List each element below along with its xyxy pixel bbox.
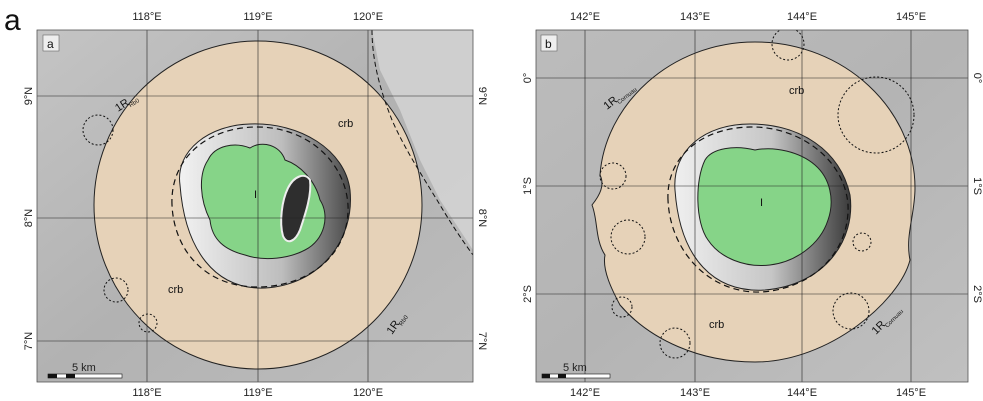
scale-bar: 5 km	[541, 362, 611, 379]
small-crater	[659, 327, 691, 359]
panel-letter: b	[545, 37, 552, 51]
lon-label: 118°E	[132, 11, 161, 23]
scale-bar: 5 km	[47, 362, 123, 379]
lon-label: 120°E	[353, 11, 383, 23]
small-crater	[832, 292, 870, 330]
unit-label: crb	[789, 85, 804, 97]
lat-label: 2°S	[971, 285, 983, 303]
panel-frame	[535, 29, 969, 383]
panel-letter: a	[47, 37, 54, 51]
unit-label: I	[760, 197, 763, 209]
small-crater	[611, 296, 633, 318]
lon-label: 119°E	[243, 387, 272, 399]
small-crater	[103, 277, 129, 303]
lon-label: 142°E	[570, 11, 600, 23]
small-crater	[771, 30, 805, 61]
lon-label: 145°E	[896, 11, 926, 23]
unit-label: crb	[338, 118, 353, 130]
lon-label: 144°E	[787, 11, 817, 23]
panel-b: b 142°E 143°E 144°E 145°E 142°E 143°E 14…	[522, 11, 983, 399]
scarp-line	[371, 30, 473, 256]
panel-a: a 118°E 119°E 120°E 118°E 119°E 120°E 9°…	[23, 11, 488, 399]
small-crater	[837, 76, 915, 154]
lat-label: 2°S	[522, 285, 534, 303]
lat-label: 8°N	[23, 209, 35, 228]
svg-text:Rb0: Rb0	[128, 98, 141, 109]
small-crater	[82, 114, 114, 146]
small-crater	[610, 219, 646, 255]
small-crater	[852, 232, 872, 252]
lon-label: 143°E	[680, 11, 710, 23]
unit-label: crb	[709, 319, 724, 331]
lon-label: 118°E	[132, 387, 161, 399]
lat-label: 1°S	[971, 177, 983, 195]
lat-label: 1°S	[522, 177, 534, 195]
lat-label: 8°N	[476, 209, 488, 228]
lon-label: 144°E	[787, 387, 817, 399]
panel-frame	[36, 29, 474, 383]
unit-label: crb	[168, 284, 183, 296]
lat-label: 7°N	[476, 332, 488, 351]
crater-rim-dashed	[171, 126, 349, 288]
lon-label: 120°E	[353, 387, 383, 399]
lat-label: 9°N	[476, 87, 488, 106]
panel-letter-box	[540, 34, 558, 52]
lon-label: 119°E	[243, 11, 272, 23]
scale-bar-label: 5 km	[72, 362, 96, 374]
scale-bar-label: 5 km	[563, 362, 587, 374]
panel-letter-box	[42, 34, 60, 52]
lon-label: 142°E	[570, 387, 600, 399]
small-crater	[138, 313, 158, 333]
svg-text:Rb0: Rb0	[399, 314, 411, 327]
lat-label: 9°N	[23, 87, 35, 106]
central-pit	[280, 174, 312, 243]
figure-label: a	[4, 4, 21, 37]
unit-label: I	[254, 189, 257, 201]
lat-label: 0°	[971, 73, 983, 84]
bright-terrain	[372, 30, 473, 250]
crater-rim-dashed	[667, 126, 849, 293]
lon-label: 145°E	[896, 387, 926, 399]
lat-label: 7°N	[23, 332, 35, 351]
small-crater	[599, 162, 627, 190]
lat-label: 0°	[522, 73, 534, 84]
crater-floor-unit-I	[697, 147, 832, 267]
lon-label: 143°E	[680, 387, 710, 399]
